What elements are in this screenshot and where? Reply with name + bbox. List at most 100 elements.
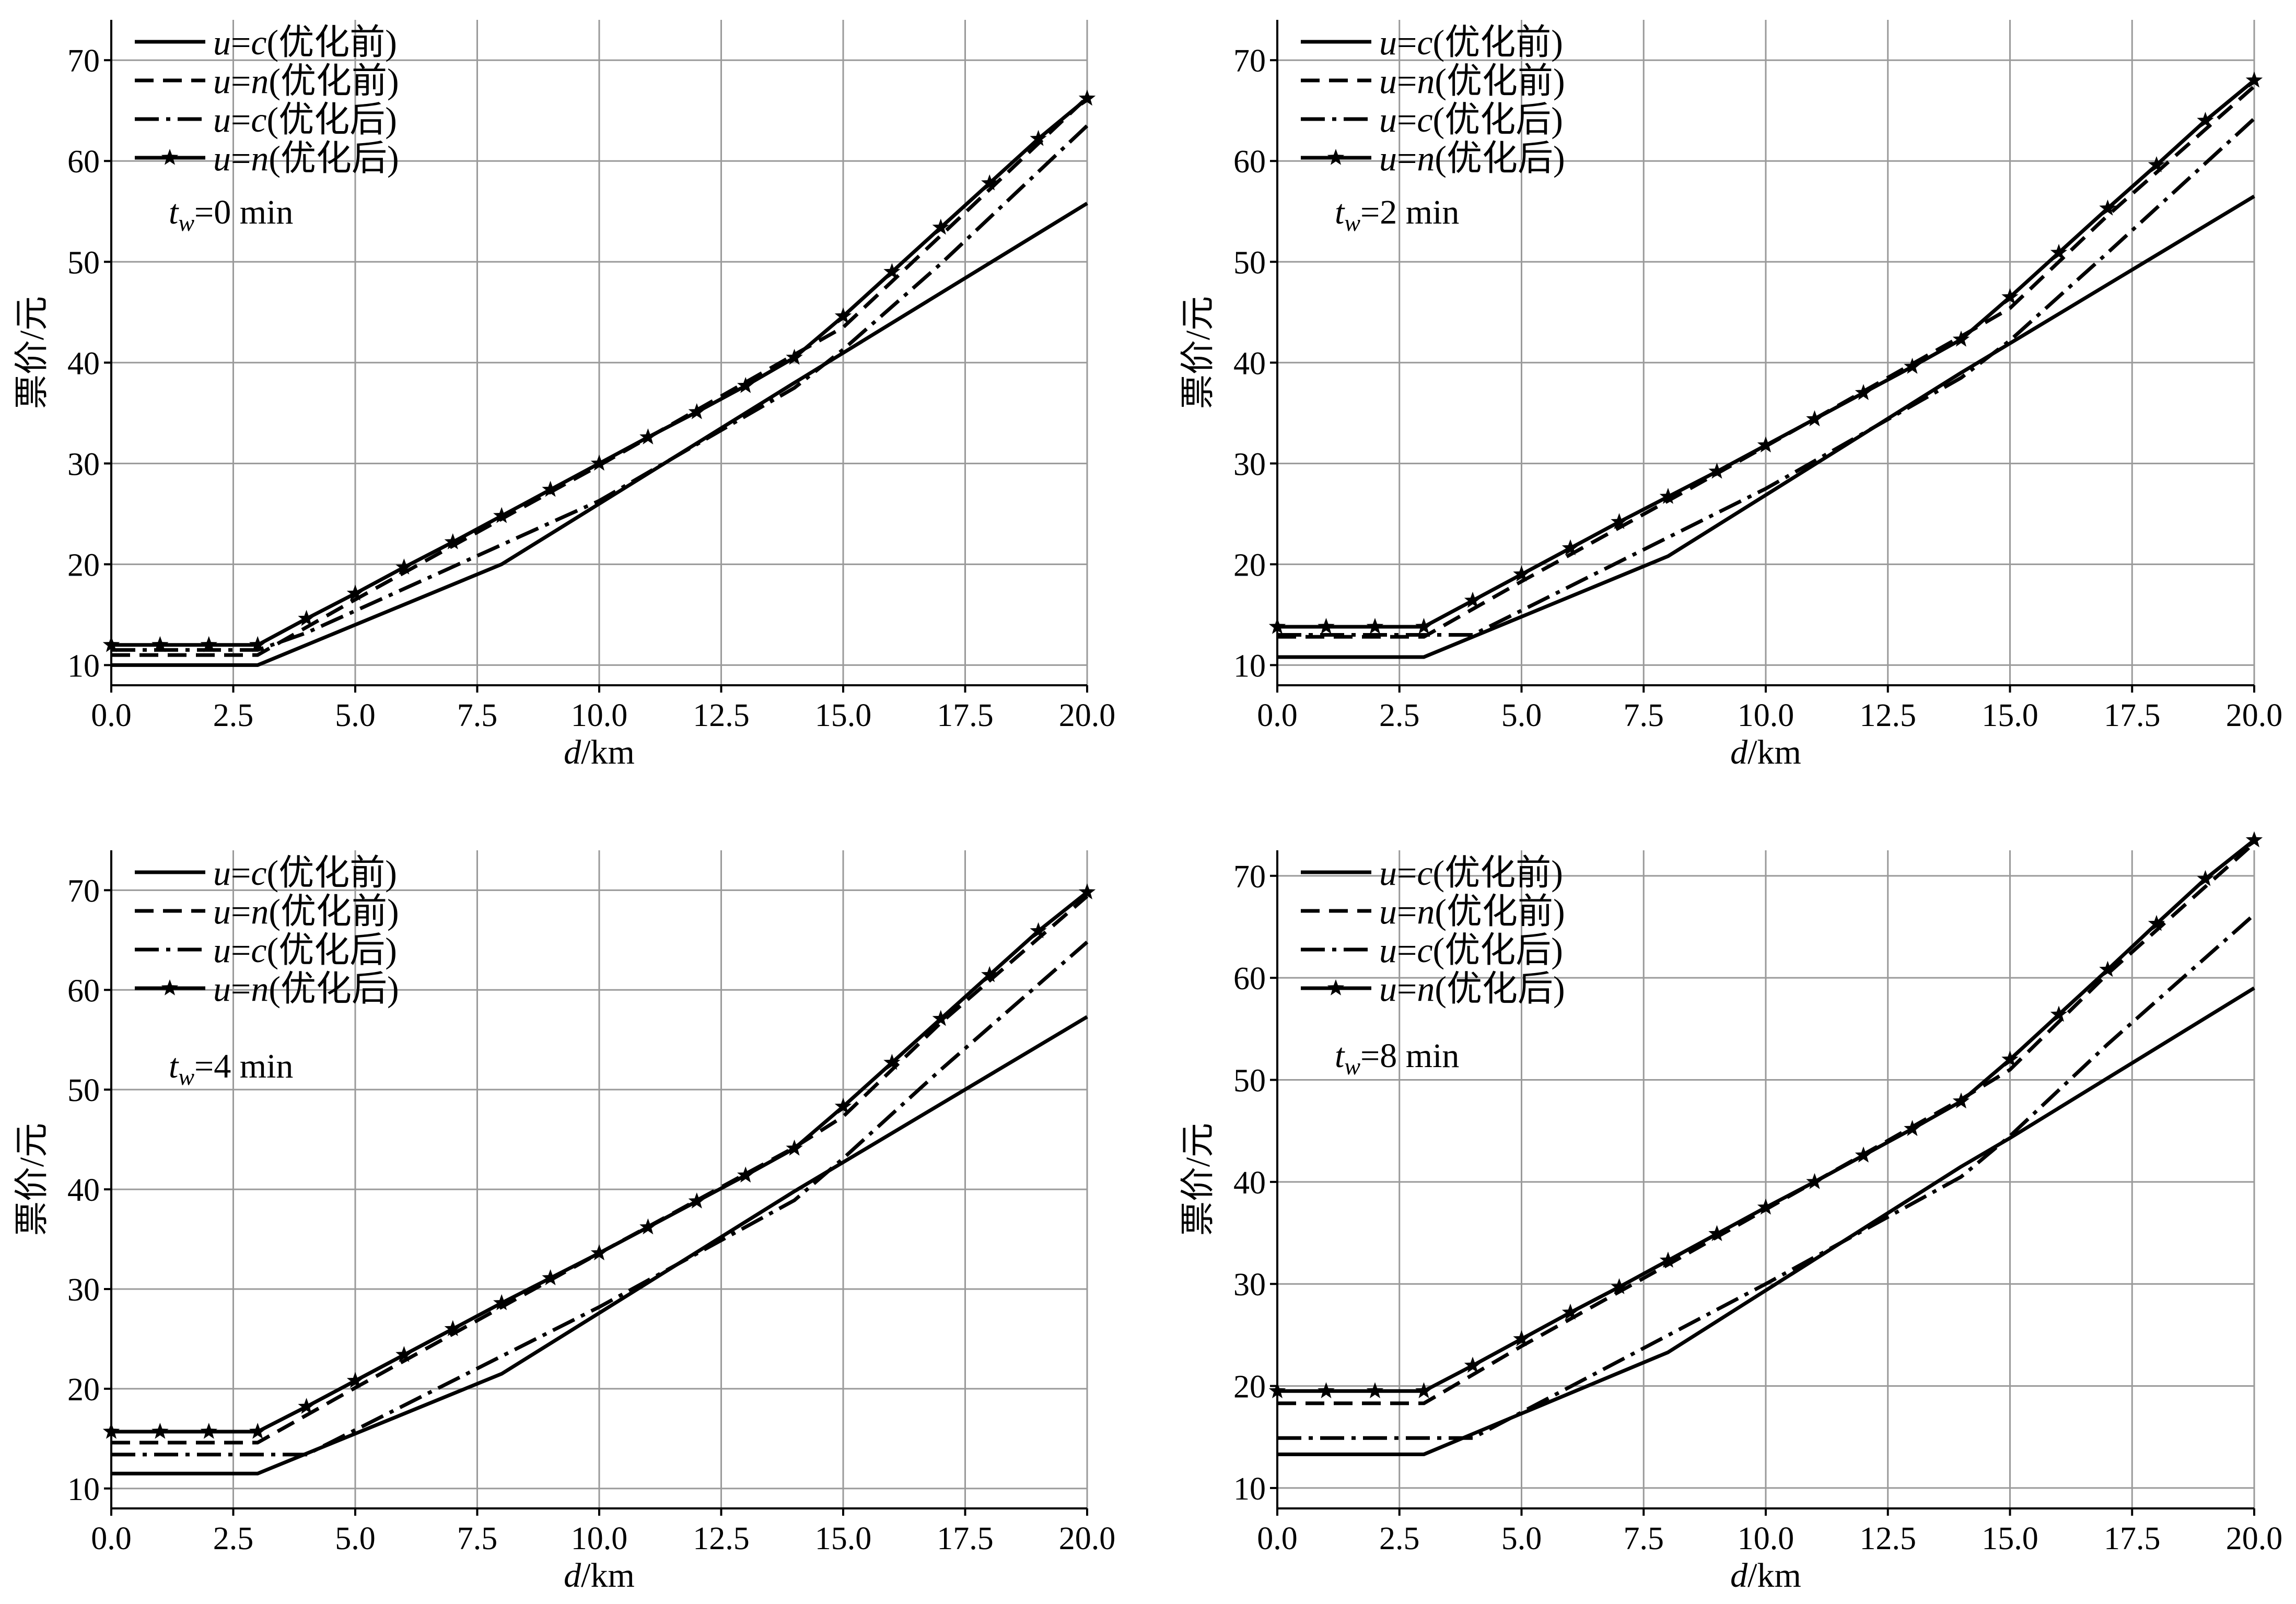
y-tick-label: 50: [1233, 245, 1266, 280]
y-tick-label: 20: [1233, 547, 1266, 583]
x-tick-label: 20.0: [1059, 698, 1116, 733]
star-marker: [737, 377, 754, 393]
legend-label: u=c(优化前): [1379, 853, 1563, 893]
star-marker: [834, 1097, 852, 1114]
x-tick-label: 2.5: [213, 698, 254, 733]
x-tick-label: 5.0: [335, 1521, 376, 1556]
star-marker: [249, 636, 266, 652]
x-tick-label: 0.0: [91, 1521, 132, 1556]
star-marker: [2245, 71, 2263, 88]
star-marker: [2148, 156, 2165, 172]
star-marker: [1513, 1330, 1530, 1347]
star-marker: [2050, 1005, 2068, 1022]
star-marker: [737, 1166, 754, 1183]
star-marker: [493, 1294, 510, 1310]
y-tick-label: 20: [67, 547, 100, 583]
star-marker: [883, 1053, 901, 1070]
star-marker: [786, 348, 803, 365]
star-marker: [1078, 89, 1096, 106]
chart-panel: 0.0 2.5 5.0 7.5 10.0 12.5 15.0 17.5 20.0 10 20 30 40…: [1179, 20, 2282, 771]
wait-time-annotation: tw=0 min: [169, 193, 293, 236]
y-tick-label: 40: [67, 346, 100, 381]
y-tick-label: 60: [67, 973, 100, 1009]
series-line: [111, 124, 1089, 652]
legend-label: u=n(优化后): [213, 969, 399, 1009]
x-tick-label: 10.0: [571, 698, 628, 733]
x-axis-label: d/km: [564, 733, 635, 771]
star-marker: [786, 1139, 803, 1156]
x-tick-label: 17.5: [937, 698, 994, 733]
legend-star-marker: [1327, 149, 1345, 165]
y-tick-label: 30: [1233, 1267, 1266, 1303]
x-tick-label: 15.0: [815, 698, 872, 733]
star-marker: [200, 1423, 217, 1439]
star-marker: [1366, 1382, 1384, 1399]
legend-label: u=c(优化前): [1379, 22, 1563, 62]
star-marker: [932, 218, 949, 235]
wait-time-annotation: tw=4 min: [169, 1047, 293, 1090]
star-marker: [1513, 565, 1530, 582]
star-marker: [102, 1423, 120, 1439]
star-marker: [2245, 831, 2263, 848]
y-tick-label: 70: [1233, 859, 1266, 895]
star-marker: [1659, 488, 1677, 504]
star-marker: [1757, 1198, 1775, 1215]
star-marker: [1366, 618, 1384, 634]
x-tick-label: 7.5: [1624, 698, 1664, 733]
star-marker: [1561, 539, 1579, 556]
legend-label: u=n(优化后): [213, 138, 399, 178]
y-tick-label: 20: [1233, 1369, 1266, 1405]
star-marker: [1561, 1303, 1579, 1320]
x-tick-label: 20.0: [2226, 698, 2283, 733]
x-tick-label: 20.0: [2226, 1521, 2283, 1556]
star-marker: [2001, 288, 2019, 305]
x-tick-label: 17.5: [2104, 1521, 2161, 1556]
x-tick-label: 0.0: [1257, 698, 1298, 733]
star-marker: [1030, 922, 1047, 939]
y-tick-label: 60: [67, 144, 100, 180]
star-marker: [590, 454, 608, 471]
star-marker: [542, 1269, 559, 1285]
star-marker: [1611, 1278, 1628, 1294]
series-line: [111, 202, 1088, 667]
y-axis-label: 票价/元: [1179, 296, 1217, 409]
star-marker: [639, 1218, 657, 1235]
star-marker: [249, 1423, 266, 1439]
y-tick-label: 50: [1233, 1063, 1266, 1099]
legend-label: u=n(优化前): [1379, 61, 1565, 101]
star-marker: [1904, 358, 1921, 374]
star-marker: [298, 610, 315, 626]
legend-label: u=c(优化前): [213, 22, 397, 62]
y-axis-label: 票价/元: [13, 296, 51, 409]
star-marker: [590, 1244, 608, 1260]
y-tick-label: 10: [1233, 648, 1266, 684]
x-tick-label: 20.0: [1059, 1521, 1116, 1556]
x-axis-label: d/km: [564, 1556, 635, 1595]
star-marker: [883, 263, 901, 279]
star-marker: [1659, 1251, 1677, 1268]
x-tick-label: 12.5: [1860, 698, 1917, 733]
x-tick-label: 5.0: [335, 698, 376, 733]
star-marker: [1415, 1382, 1432, 1399]
star-marker: [493, 507, 510, 523]
x-tick-label: 12.5: [693, 1521, 750, 1556]
x-axis-label: d/km: [1730, 1556, 1801, 1595]
star-marker: [395, 558, 413, 575]
x-tick-label: 15.0: [815, 1521, 872, 1556]
x-tick-label: 15.0: [1982, 698, 2038, 733]
star-marker: [981, 966, 998, 982]
star-marker: [1708, 462, 1726, 479]
star-marker: [2099, 200, 2116, 216]
star-marker: [639, 428, 657, 444]
star-marker: [1855, 1146, 1872, 1163]
legend-star-marker: [1327, 979, 1345, 996]
x-tick-label: 10.0: [571, 1521, 628, 1556]
star-marker: [1078, 883, 1096, 899]
y-tick-label: 70: [67, 873, 100, 909]
series-line: [1277, 194, 2255, 659]
x-tick-label: 17.5: [2104, 698, 2161, 733]
x-tick-label: 2.5: [213, 1521, 254, 1556]
y-tick-label: 20: [67, 1372, 100, 1408]
star-marker: [1904, 1120, 1921, 1137]
